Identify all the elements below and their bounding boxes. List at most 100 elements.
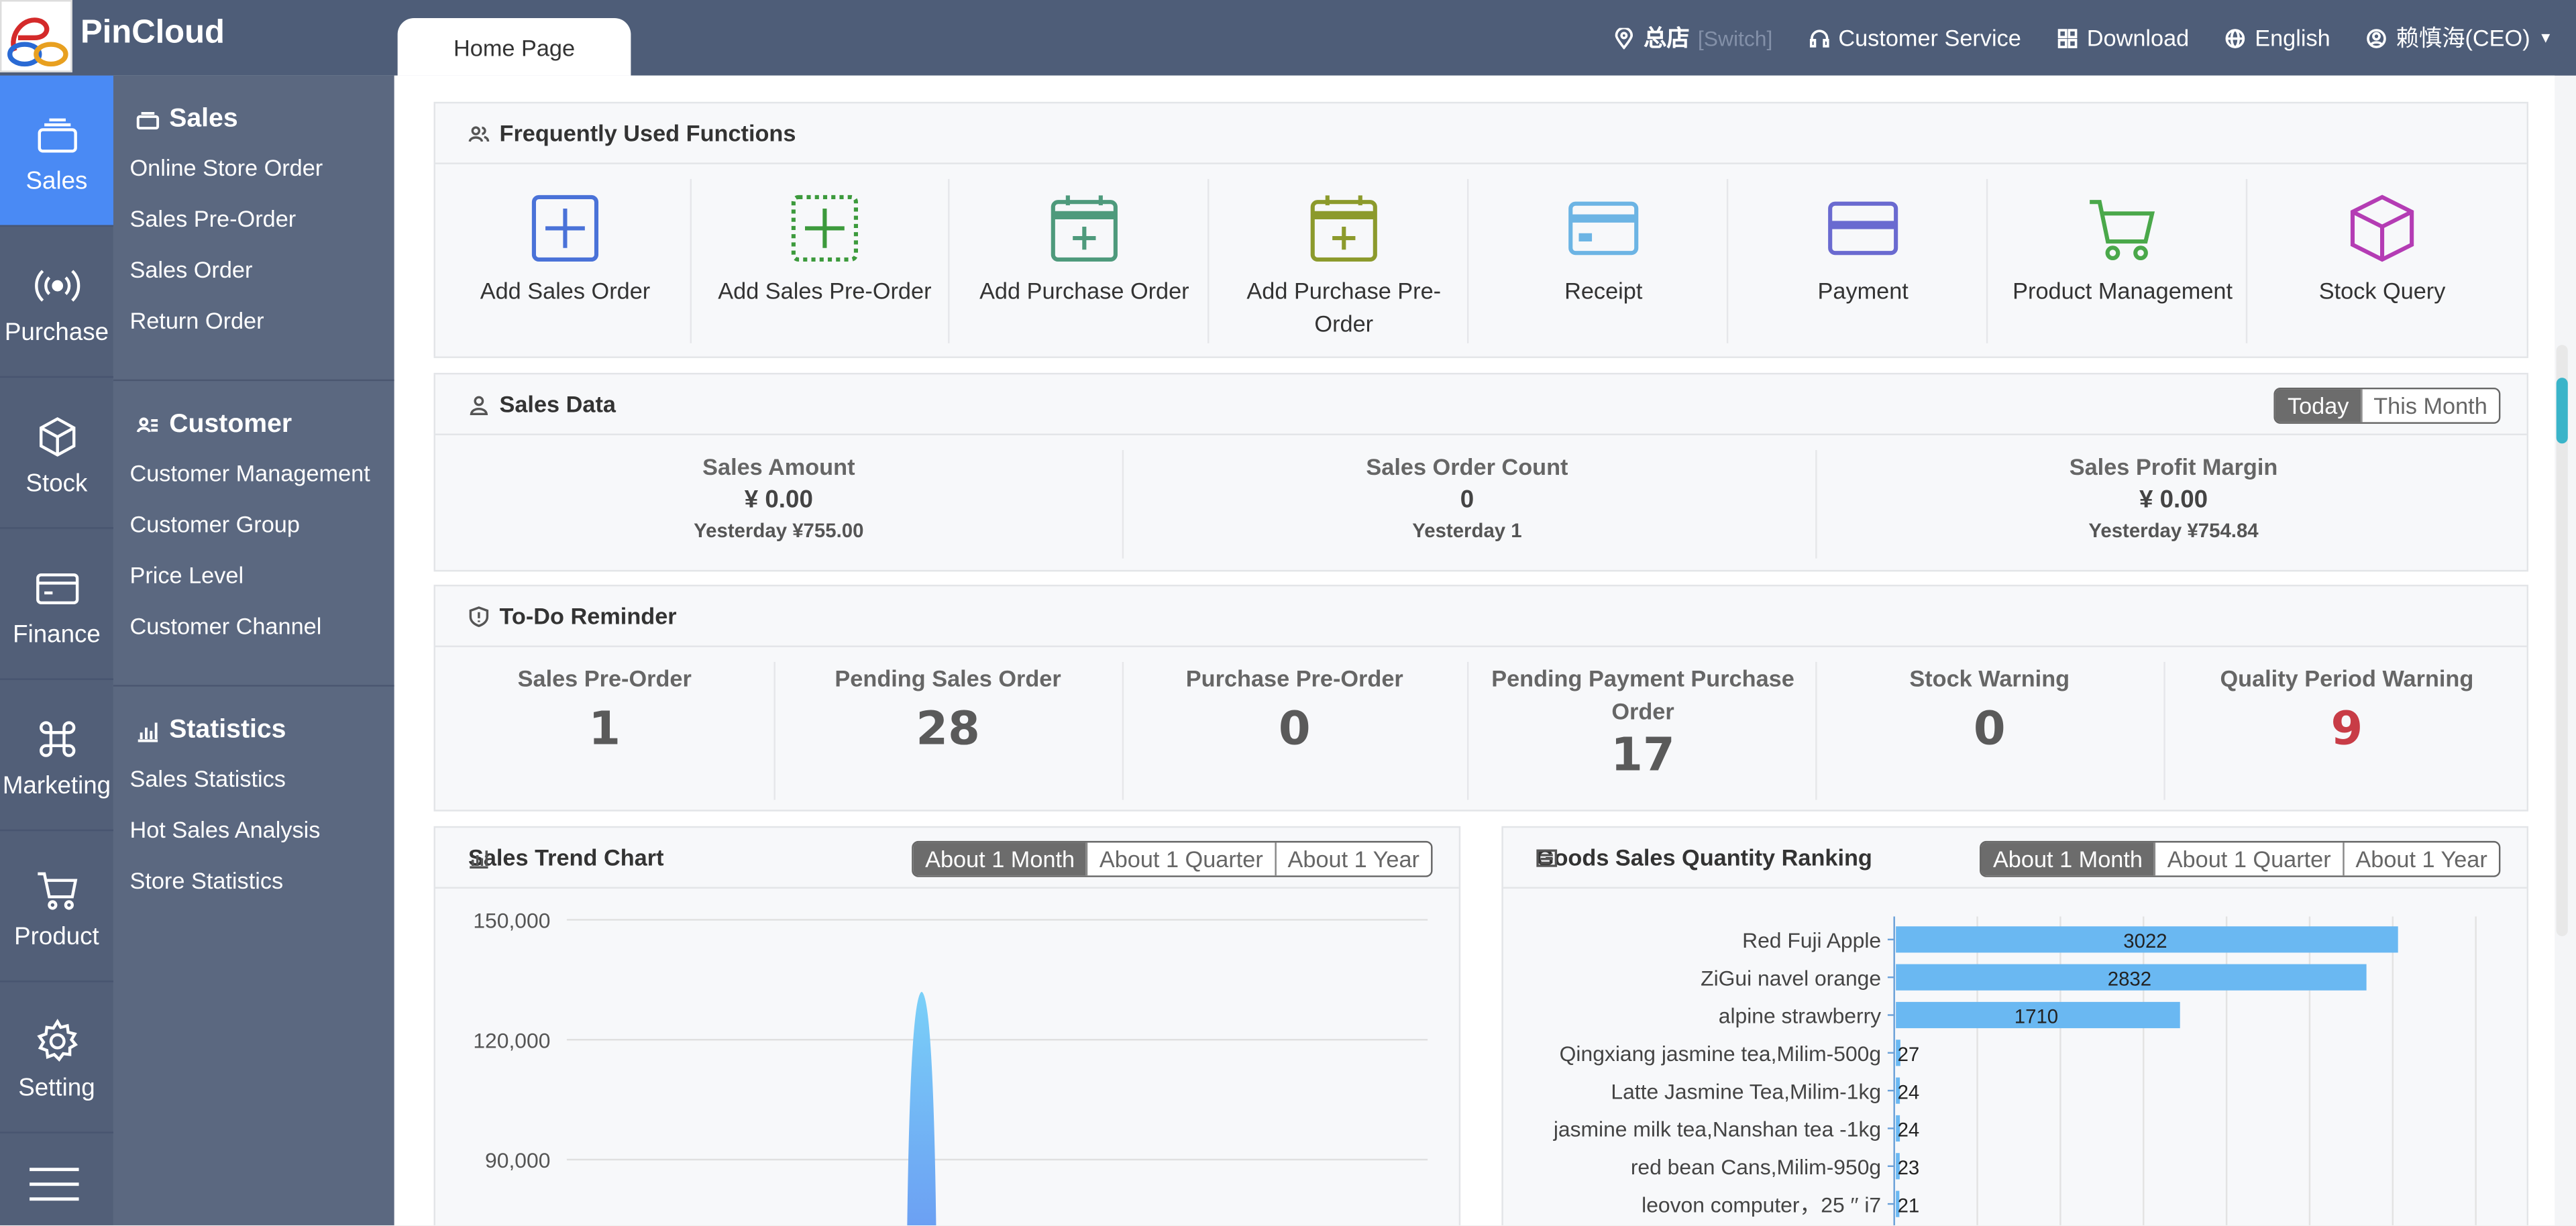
panel-title: Frequently Used Functions (499, 119, 796, 146)
nav-finance[interactable]: Finance (0, 529, 113, 680)
todo-pending-sales-order[interactable]: Pending Sales Order 28 (773, 662, 1122, 756)
receipt-button[interactable]: Receipt (1474, 179, 1733, 343)
category-label: Latte Jasmine Tea,Milim-1kg (1611, 1079, 1881, 1103)
submenu-item-sales-statistics[interactable]: Sales Statistics (129, 765, 286, 792)
y-tick-label: 120,000 (473, 1028, 550, 1052)
category-label: ZiGui navel orange (1701, 966, 1881, 990)
stat-value: ¥ 0.00 (744, 486, 813, 514)
language-selector[interactable]: English (2225, 25, 2330, 51)
customer-service-link[interactable]: Customer Service (1809, 25, 2021, 51)
contacts-icon (136, 417, 158, 433)
toggle-1-year[interactable]: About 1 Year (2342, 842, 2499, 876)
sales-data-panel: Sales Data Today This Month Sales Amount… (433, 372, 2529, 572)
bar-value-label: 1710 (2015, 1006, 2058, 1028)
calendar-plus-icon (1310, 195, 1377, 262)
left-nav: Sales Purchase Stock Finance Marketing P… (0, 75, 113, 1225)
stat-value: 0 (1460, 486, 1474, 514)
menu-toggle-icon[interactable] (30, 1156, 79, 1212)
product-management-button[interactable]: Product Management (1993, 179, 2253, 343)
todo-stock-warning[interactable]: Stock Warning 0 (1815, 662, 2163, 756)
submenu-item-sales-pre-order[interactable]: Sales Pre-Order (129, 205, 297, 232)
cart-icon (37, 872, 77, 910)
submenu-title: Statistics (169, 716, 286, 744)
divider (690, 178, 692, 343)
divider (113, 379, 394, 382)
nav-label: Setting (18, 1074, 95, 1103)
globe-icon (2226, 28, 2246, 48)
submenu-item-store-statistics[interactable]: Store Statistics (129, 867, 284, 894)
todo-purchase-pre-order[interactable]: Purchase Pre-Order 0 (1122, 662, 1467, 756)
user-menu[interactable]: 赖慎海(CEO) ▼ (2367, 21, 2553, 54)
bar-value-label: 27 (1898, 1044, 1920, 1066)
nav-marketing[interactable]: Marketing (0, 680, 113, 832)
add-sales-pre-order-button[interactable]: Add Sales Pre-Order (695, 179, 955, 343)
divider (1208, 178, 1210, 343)
sales-icon (136, 112, 160, 129)
panel-header: Frequently Used Functions (435, 103, 2527, 164)
stock-query-button[interactable]: Stock Query (2253, 179, 2512, 343)
scrollbar[interactable] (2556, 345, 2568, 936)
submenu-item-customer-management[interactable]: Customer Management (129, 459, 370, 486)
divider (2163, 661, 2165, 800)
nav-setting[interactable]: Setting (0, 983, 113, 1133)
category-label: alpine strawberry (1719, 1004, 1881, 1028)
toggle-today[interactable]: Today (2275, 389, 2361, 423)
toggle-1-year[interactable]: About 1 Year (1274, 842, 1432, 876)
todo-sales-pre-order[interactable]: Sales Pre-Order 1 (435, 662, 773, 756)
submenu-item-hot-sales-analysis[interactable]: Hot Sales Analysis (129, 816, 321, 843)
submenu-customer: Customer Customer Management Customer Gr… (113, 410, 394, 652)
panel-header: Sales Data (435, 374, 2527, 435)
nav-label: Stock (25, 469, 88, 498)
sub-menu: Sales Online Store Order Sales Pre-Order… (113, 75, 394, 1225)
submenu-item-online-store-order[interactable]: Online Store Order (129, 154, 323, 181)
calendar-plus-icon (1051, 195, 1118, 262)
trend-period-toggle: About 1 Month About 1 Quarter About 1 Ye… (912, 840, 1433, 877)
toggle-1-quarter[interactable]: About 1 Quarter (1086, 842, 1275, 876)
sales-period-toggle: Today This Month (2274, 387, 2501, 424)
category-label: red bean Cans,Milim-950g (1631, 1155, 1881, 1179)
add-purchase-order-button[interactable]: Add Purchase Order (955, 179, 1214, 343)
todo-quality-period-warning[interactable]: Quality Period Warning 9 (2163, 662, 2530, 756)
download-link[interactable]: Download (2057, 25, 2189, 51)
store-selector[interactable]: 总店 [Switch] (1614, 21, 1772, 54)
scrollbar-thumb[interactable] (2556, 378, 2568, 444)
brand-name: PinCloud (80, 15, 225, 51)
nav-product[interactable]: Product (0, 831, 113, 983)
add-purchase-pre-order-button[interactable]: Add Purchase Pre-Order (1214, 179, 1474, 343)
todo-label: Pending Payment Purchase Order (1491, 665, 1794, 725)
submenu-item-price-level[interactable]: Price Level (129, 561, 244, 588)
divider (1986, 178, 1988, 343)
todo-panel: To-Do Reminder Sales Pre-Order 1 Pending… (433, 584, 2530, 812)
bar-value-label: 2832 (2108, 968, 2151, 990)
nav-sales[interactable]: Sales (0, 75, 113, 227)
submenu-item-return-order[interactable]: Return Order (129, 306, 264, 334)
y-tick-label: 90,000 (485, 1148, 550, 1172)
function-label: Stock Query (2318, 277, 2446, 304)
todo-pending-payment-purchase-order[interactable]: Pending Payment Purchase Order 17 (1470, 662, 1815, 782)
nav-stock[interactable]: Stock (0, 378, 113, 529)
card-icon (1828, 201, 1898, 256)
payment-button[interactable]: Payment (1733, 179, 1993, 343)
store-switch-link[interactable]: [Switch] (1697, 25, 1773, 50)
add-sales-order-button[interactable]: Add Sales Order (435, 179, 695, 343)
panel-title: To-Do Reminder (499, 602, 677, 629)
nav-purchase[interactable]: Purchase (0, 227, 113, 378)
submenu-item-sales-order[interactable]: Sales Order (129, 256, 253, 283)
toggle-1-month[interactable]: About 1 Month (1981, 842, 2155, 876)
panel-header: To-Do Reminder (435, 586, 2527, 647)
nav-label: Finance (13, 620, 101, 649)
tab-home-page[interactable]: Home Page (397, 17, 631, 76)
bar-value-label: 23 (1898, 1157, 1920, 1179)
functions-panel: Frequently Used Functions Add Sales Orde… (433, 101, 2529, 358)
submenu-item-customer-group[interactable]: Customer Group (129, 510, 300, 537)
sales-icon (37, 118, 76, 153)
divider (113, 685, 394, 687)
bar (1896, 926, 2398, 953)
category-label: Red Fuji Apple (1742, 928, 1881, 952)
toggle-1-month[interactable]: About 1 Month (913, 842, 1087, 876)
category-label: jasmine milk tea,Nanshan tea -1kg (1553, 1117, 1881, 1141)
toggle-1-quarter[interactable]: About 1 Quarter (2154, 842, 2343, 876)
submenu-item-customer-channel[interactable]: Customer Channel (129, 612, 322, 639)
ranking-chart: Red Fuji Apple 3022 ZiGui navel orange 2832… (1553, 916, 2477, 1225)
toggle-this-month[interactable]: This Month (2360, 389, 2499, 423)
